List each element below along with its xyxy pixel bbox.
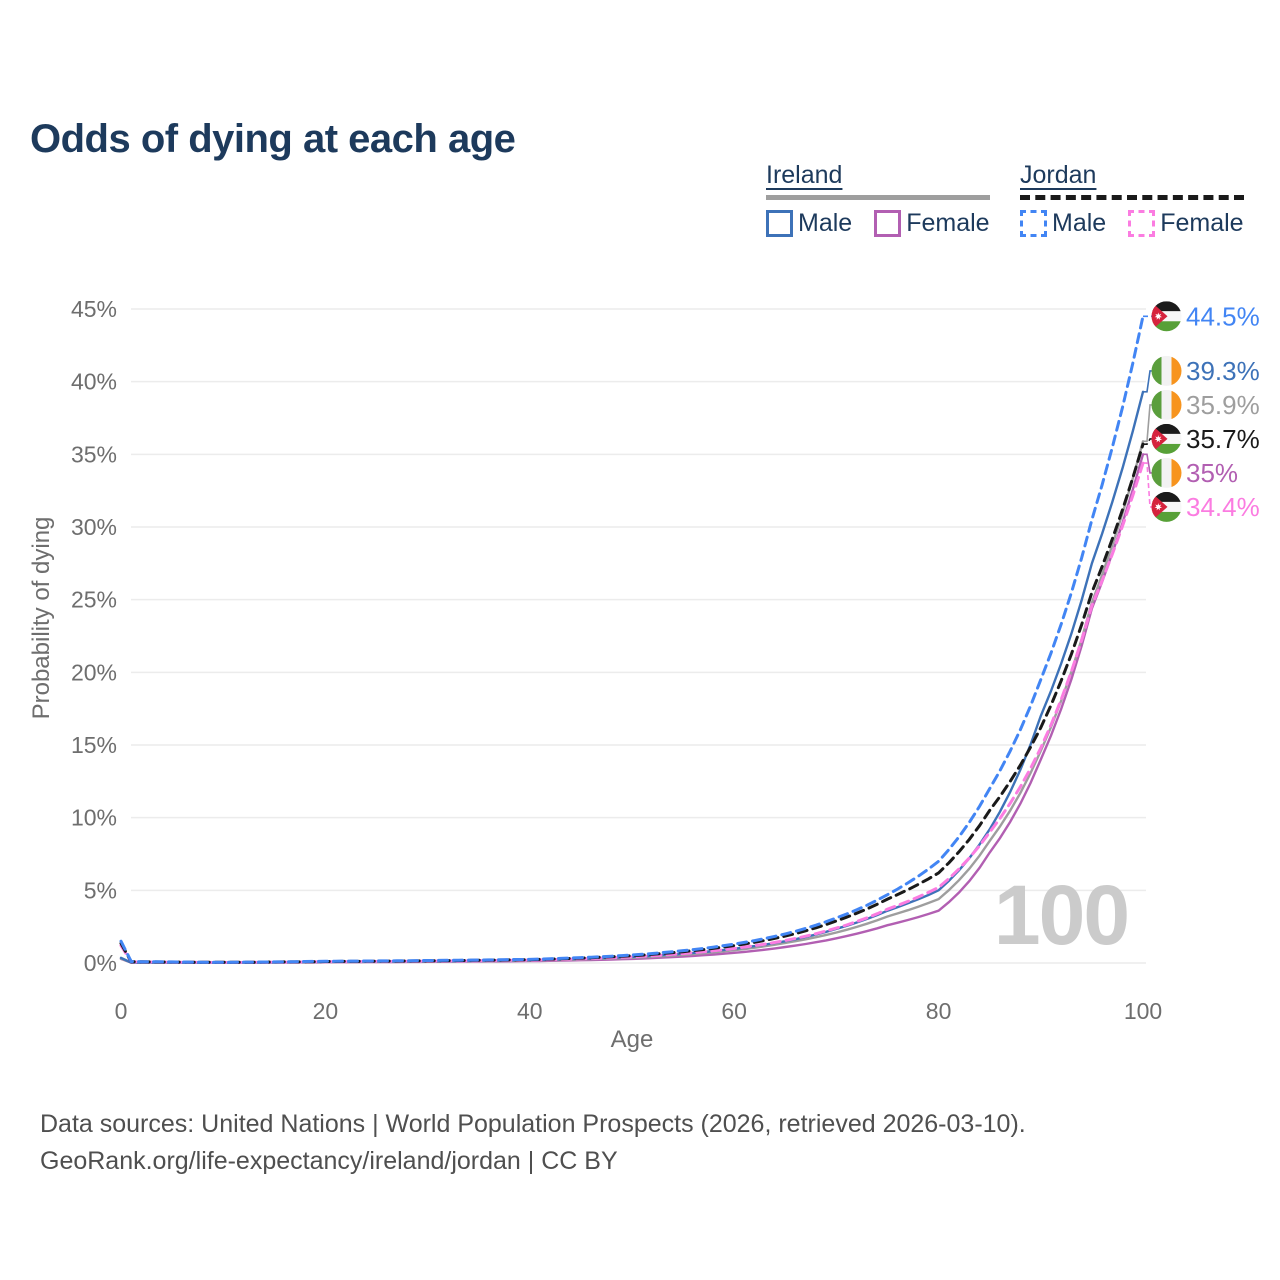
legend-group-ireland: Ireland Male Female — [766, 161, 990, 238]
y-tick-label: 35% — [71, 441, 117, 467]
legend-item-jordan-female[interactable]: Female — [1128, 209, 1244, 238]
series-line-jordan-female[interactable] — [119, 461, 1145, 964]
legend-item-jordan-male[interactable]: Male — [1020, 209, 1106, 238]
x-tick-label: 20 — [313, 998, 339, 1024]
flag-icon-ireland — [1151, 389, 1182, 420]
flag-icon-ireland — [1151, 355, 1182, 386]
footer-attribution: GeoRank.org/life-expectancy/ireland/jord… — [40, 1147, 618, 1175]
end-label-leader-line — [1143, 370, 1152, 393]
flag-icon-jordan — [1151, 301, 1182, 332]
legend-header-ireland: Ireland — [766, 161, 843, 189]
line-swatch-icon — [1020, 210, 1047, 237]
line-swatch-icon — [874, 210, 902, 237]
legend-group-jordan: Jordan Male Female — [1020, 161, 1244, 238]
end-label-jordan-both: 35.7% — [1186, 424, 1260, 454]
legend-item-label: Male — [798, 209, 853, 237]
end-label-leader-line — [1143, 462, 1152, 508]
footer-data-sources: Data sources: United Nations | World Pop… — [40, 1110, 1026, 1138]
series-line-jordan-both[interactable] — [119, 442, 1145, 964]
legend-line-sample-jordan — [1020, 195, 1244, 200]
x-tick-label: 80 — [926, 998, 952, 1024]
legend-header-jordan: Jordan — [1020, 161, 1097, 189]
end-label-jordan-male: 44.5% — [1186, 301, 1260, 331]
end-label-ireland-male: 39.3% — [1186, 356, 1260, 386]
flag-icon-jordan — [1151, 491, 1182, 522]
y-tick-label: 40% — [71, 369, 117, 395]
series-line-jordan-male[interactable] — [119, 314, 1145, 964]
x-tick-label: 0 — [115, 998, 128, 1024]
end-label-leader-line — [1143, 438, 1152, 445]
end-label-ireland-both: 35.9% — [1186, 390, 1260, 420]
y-tick-label: 0% — [84, 950, 117, 976]
flag-icon-jordan — [1151, 423, 1182, 454]
legend-line-sample-ireland — [766, 195, 990, 200]
end-label-ireland-female: 35% — [1186, 458, 1238, 488]
end-label-jordan-female: 34.4% — [1186, 492, 1260, 522]
x-axis-title: Age — [610, 1026, 654, 1053]
y-tick-label: 30% — [71, 514, 117, 540]
x-tick-label: 100 — [1124, 998, 1162, 1024]
y-tick-label: 45% — [71, 296, 117, 322]
series-line-ireland-male[interactable] — [119, 390, 1145, 964]
watermark: 100 — [994, 868, 1128, 962]
flag-icon-ireland — [1151, 457, 1182, 488]
y-tick-label: 20% — [71, 659, 117, 685]
line-swatch-icon — [1128, 210, 1156, 237]
legend-item-label: Female — [906, 209, 990, 237]
legend-item-ireland-female[interactable]: Female — [874, 209, 990, 238]
x-tick-label: 40 — [517, 998, 543, 1024]
line-swatch-icon — [766, 210, 793, 237]
end-label-leader-line — [1143, 404, 1152, 443]
legend-item-ireland-male[interactable]: Male — [766, 209, 852, 238]
y-axis-title: Probability of dying — [28, 516, 55, 720]
legend-item-label: Male — [1052, 209, 1107, 237]
footer: Data sources: United Nations | World Pop… — [40, 1106, 1026, 1180]
y-tick-label: 15% — [71, 732, 117, 758]
end-label-leader-line — [1143, 453, 1152, 474]
y-tick-label: 5% — [84, 877, 117, 903]
series-line-ireland-both[interactable] — [119, 440, 1145, 964]
legend-item-label: Female — [1160, 209, 1244, 237]
series-line-ireland-female[interactable] — [119, 453, 1145, 964]
x-tick-label: 60 — [721, 998, 747, 1024]
y-tick-label: 10% — [71, 805, 117, 831]
y-tick-label: 25% — [71, 587, 117, 613]
page-title: Odds of dying at each age — [30, 116, 516, 161]
